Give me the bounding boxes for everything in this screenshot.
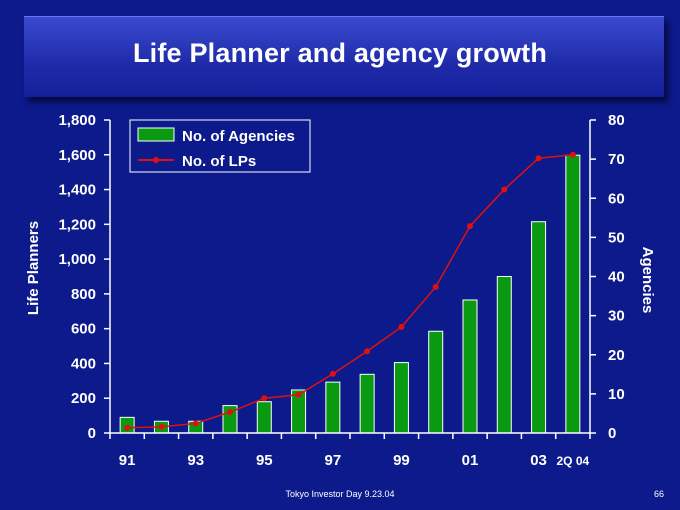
y-left-tick-label: 600 (71, 321, 96, 338)
y-left-tick-label: 200 (71, 390, 96, 407)
bar-agencies-98 (359, 373, 375, 434)
x-tick-label: 93 (187, 452, 204, 469)
y-right-axis-label: Agencies (639, 247, 656, 314)
slide-title: Life Planner and agency growth (132, 38, 548, 68)
y-left-axis-label: Life Planners (25, 221, 42, 315)
legend-swatch-agencies (137, 127, 175, 142)
point-lps-97 (329, 370, 336, 377)
y-right-tick-label: 10 (608, 386, 625, 403)
point-lps-92 (158, 423, 165, 430)
legend-label-lps: No. of LPs (182, 153, 256, 170)
bar-agencies-95 (256, 401, 272, 434)
y-right-tick-label: 50 (608, 229, 625, 246)
y-left-tick-label: 1,000 (58, 251, 96, 268)
y-left-tick-label: 1,400 (58, 182, 96, 199)
y-right-tick-label: 80 (608, 112, 625, 129)
x-tick-label: 97 (325, 452, 342, 469)
point-lps-95 (261, 395, 268, 402)
point-lps-99 (398, 323, 405, 330)
x-tick-label: 03 (530, 452, 547, 469)
legend-marker-lps (153, 157, 159, 163)
axes-group (104, 119, 596, 439)
bar-agencies-00 (428, 330, 444, 434)
y-right-tick-label: 20 (608, 347, 625, 364)
y-right-tick-label: 0 (608, 425, 616, 442)
legend: No. of Agencies No. of LPs (129, 119, 311, 173)
bar-agencies-03 (531, 221, 547, 434)
page-number: 66 (653, 489, 664, 499)
x-tick-label: 91 (119, 452, 136, 469)
line-group (124, 151, 576, 431)
bar-agencies-02 (496, 276, 512, 434)
x-tick-label: 2Q 04 (557, 454, 590, 468)
bar-agencies-2Q-04 (565, 154, 581, 434)
title-bar (24, 16, 664, 97)
y-left-tick-label: 1,200 (58, 216, 96, 233)
y-left-tick-label: 400 (71, 355, 96, 372)
point-lps-2Q-04 (569, 151, 576, 158)
point-lps-94 (227, 409, 233, 416)
point-lps-98 (364, 348, 371, 355)
point-lps-93 (192, 420, 199, 427)
y-right-tick-label: 40 (608, 269, 625, 286)
bar-agencies-01 (462, 299, 478, 434)
point-lps-91 (124, 424, 131, 431)
point-lps-03 (535, 155, 542, 162)
point-lps-01 (467, 223, 473, 230)
y-left-tick-label: 800 (71, 286, 96, 303)
x-tick-label: 01 (462, 452, 479, 469)
y-right-tick-label: 70 (608, 151, 625, 168)
x-tick-label: 95 (256, 452, 273, 469)
y-right-tick-label: 60 (608, 190, 625, 207)
point-lps-96 (295, 391, 302, 398)
legend-label-agencies: No. of Agencies (182, 128, 295, 145)
bar-agencies-97 (325, 381, 341, 434)
tick-labels-group: 02004006008001,0001,2001,4001,6001,80001… (58, 112, 624, 469)
line-lps (127, 154, 573, 429)
point-lps-00 (432, 283, 439, 290)
point-lps-02 (501, 186, 508, 193)
y-right-tick-label: 30 (608, 308, 625, 325)
y-left-tick-label: 1,800 (58, 112, 96, 129)
footer-text: Tokyo Investor Day 9.23.04 (285, 489, 395, 499)
y-left-tick-label: 1,600 (58, 147, 96, 164)
y-left-tick-label: 0 (88, 425, 96, 442)
bar-agencies-99 (393, 362, 409, 434)
bars-group (119, 154, 581, 434)
x-tick-label: 99 (393, 452, 410, 469)
